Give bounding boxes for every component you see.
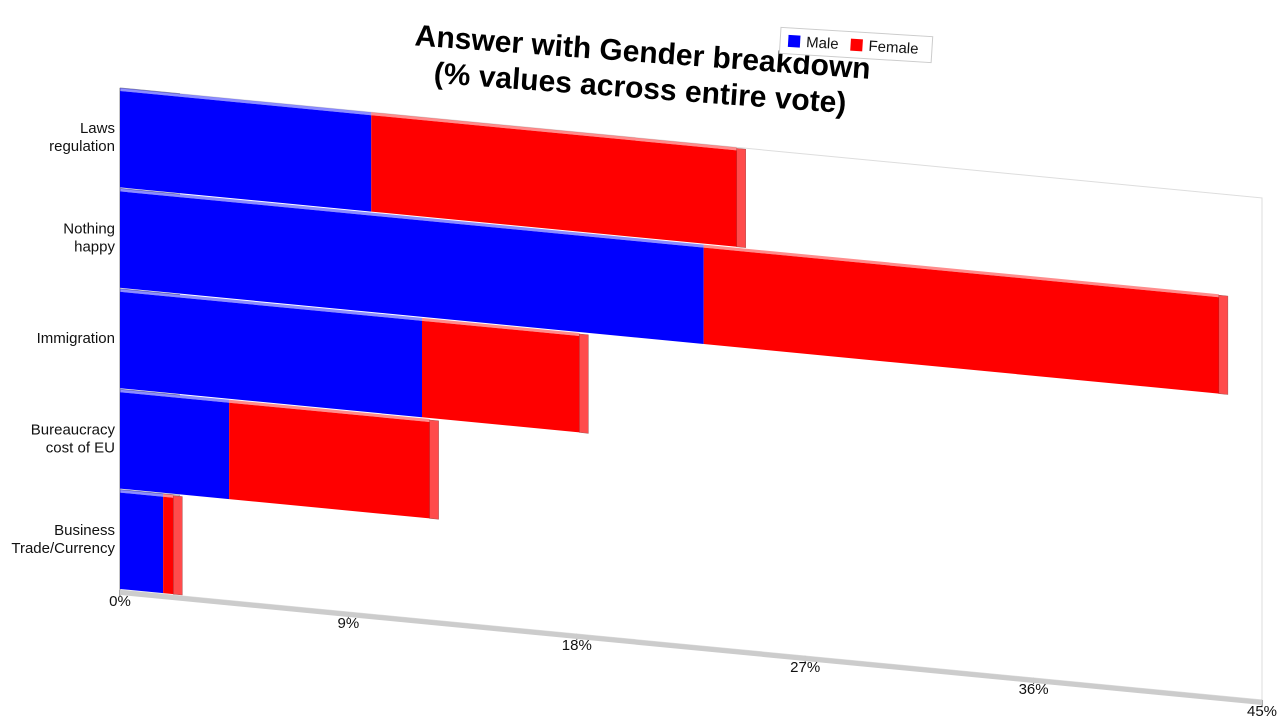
bar-top-face [421,317,580,337]
bar-segment [371,115,737,247]
bar-top-face [371,112,737,151]
bar-end-face [736,148,746,248]
x-tick-label: 9% [338,615,360,632]
category-divider [120,489,180,496]
y-tick-label: Bureaucracy [31,421,116,438]
x-tick-label: 18% [562,637,592,654]
y-tick-label: Laws [80,120,115,137]
bar-top-face [120,389,230,403]
bar-top-face [229,399,430,423]
category-divider [120,187,180,195]
bar-segment [120,492,164,594]
x-tick-label: 0% [109,593,131,610]
category-divider [120,288,180,296]
bar-top-face [120,88,372,116]
y-tick-label: Immigration [37,330,115,347]
axis-floor [120,590,1262,705]
y-tick-label: Business [54,522,115,539]
category-divider [120,87,180,95]
bar-segment [703,247,1219,394]
legend-label: Female [868,38,919,58]
bar-segment [120,392,230,500]
y-tick-label: happy [74,239,115,256]
bar-segment [120,291,422,418]
bar-end-face [429,419,439,520]
x-tick-label: 36% [1019,681,1049,698]
category-divider [120,388,180,396]
bar-segment [120,91,372,212]
legend-swatch [787,34,801,48]
bar-end-face [173,495,183,596]
bar-top-face [120,188,704,248]
bar-top-face [120,288,422,321]
x-tick-label: 45% [1247,703,1277,720]
bar-top-face [703,244,1219,298]
bar-end-face [579,333,589,434]
y-tick-label: regulation [49,138,115,155]
bar-top-face [120,489,164,497]
bar-end-face [1218,294,1229,395]
y-tick-label: cost of EU [46,439,115,456]
bar-segment [421,320,580,433]
y-tick-label: Nothing [63,221,115,238]
bar-segment [120,191,704,345]
legend: Male Female [778,26,934,64]
legend-label: Male [806,34,839,53]
y-tick-label: Trade/Currency [11,540,115,557]
bar-segment [229,402,430,519]
bar-top-face [163,493,174,498]
plot-area [119,87,1263,707]
bar-segment [163,496,174,595]
legend-swatch [850,38,863,52]
x-tick-label: 27% [790,659,820,676]
